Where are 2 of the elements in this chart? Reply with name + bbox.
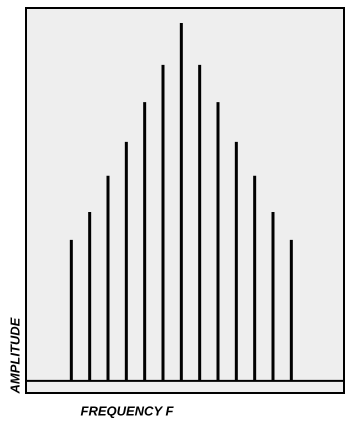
y-axis-title: AMPLITUDE [8, 317, 22, 394]
x-axis-title: FREQUENCY F [80, 404, 174, 418]
